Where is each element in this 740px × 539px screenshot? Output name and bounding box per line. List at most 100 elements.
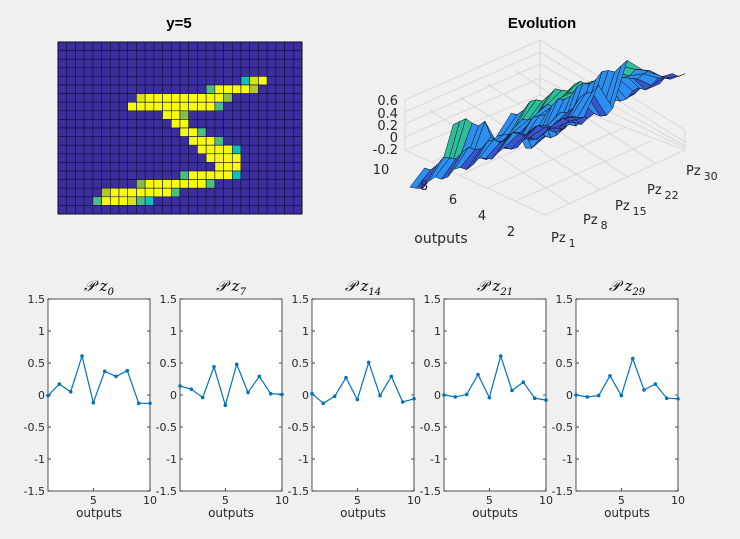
- heatmap-cell: [136, 153, 146, 163]
- heatmap-cell: [144, 127, 155, 137]
- heatmap-cell: [179, 67, 190, 77]
- heatmap-cell: [66, 170, 76, 180]
- heatmap-cell: [101, 205, 111, 215]
- heatmap-cell: [205, 58, 216, 69]
- heatmap-cell: [153, 93, 163, 103]
- heatmap-cell: [118, 110, 129, 120]
- heatmap-cell: [275, 187, 285, 198]
- line-plot-y-tick: -1.5: [552, 485, 573, 498]
- heatmap-cell: [284, 179, 294, 189]
- heatmap-cell: [66, 93, 76, 103]
- line-point: [642, 388, 646, 392]
- line-plot-y-tick: -0.5: [24, 421, 45, 434]
- heatmap-frame: [57, 41, 303, 215]
- heatmap-cell: [240, 205, 251, 215]
- heatmap-cell: [170, 153, 181, 163]
- line-plot-2: 𝒫 z7 1.5 1 0.5 0 -0.5 -1 -1.5 5 10 outputs: [156, 277, 289, 520]
- surface-grid-line: [404, 94, 541, 151]
- heatmap-cell: [136, 58, 146, 69]
- heatmap-cell: [170, 162, 181, 172]
- heatmap-cell: [144, 196, 155, 206]
- heatmap-cell: [83, 101, 94, 112]
- heatmap-cell: [57, 50, 68, 60]
- heatmap-cell: [231, 110, 242, 120]
- heatmap-cell: [109, 101, 120, 112]
- heatmap-cell: [266, 179, 277, 189]
- heatmap-cell: [136, 205, 146, 215]
- heatmap-cell: [179, 205, 190, 215]
- heatmap-cell: [75, 50, 85, 60]
- heatmap-cell: [101, 179, 111, 189]
- heatmap-cell: [109, 162, 120, 172]
- heatmap-cell: [83, 196, 94, 206]
- line-plot-title: 𝒫 z29: [609, 277, 646, 298]
- line-plot-y-tick: -1: [430, 453, 441, 466]
- line-plot-3: 𝒫 z14 1.5 1 0.5 0 -0.5 -1 -1.5 5 10 outputs: [288, 277, 421, 520]
- heatmap-cell: [83, 205, 94, 215]
- heatmap-cell: [266, 76, 277, 86]
- heatmap-cell: [179, 127, 190, 137]
- heatmap-cell: [92, 144, 102, 155]
- line-point: [574, 393, 578, 397]
- heatmap-cell: [197, 170, 207, 180]
- heatmap-cell: [258, 144, 268, 155]
- heatmap-cell: [83, 110, 94, 120]
- line-point: [91, 400, 96, 405]
- heatmap-cell: [162, 162, 172, 172]
- surface-grid-line: [404, 51, 541, 113]
- heatmap-cell: [275, 58, 285, 69]
- line-plot-x-tick: 5: [354, 494, 361, 507]
- heatmap-cell: [258, 136, 268, 146]
- heatmap-cell: [118, 162, 129, 172]
- heatmap-cell: [284, 67, 294, 77]
- line-plot-y-tick: 1: [38, 325, 45, 338]
- heatmap-cell: [101, 41, 111, 51]
- heatmap-cell: [136, 144, 146, 155]
- heatmap-cell: [231, 50, 242, 60]
- heatmap-cell: [275, 162, 285, 172]
- heatmap-cell: [258, 76, 268, 86]
- heatmap-cell: [188, 41, 198, 51]
- heatmap-cell: [83, 187, 94, 198]
- heatmap-cell: [214, 50, 224, 60]
- heatmap-cell: [170, 179, 181, 189]
- surface-grid-line: [544, 149, 686, 216]
- heatmap-cell: [162, 67, 172, 77]
- heatmap-cell: [284, 144, 294, 155]
- heatmap-cell: [153, 84, 163, 94]
- heatmap-cell: [109, 50, 120, 60]
- heatmap-cell: [153, 41, 163, 51]
- line-point: [400, 400, 405, 404]
- line-point: [189, 387, 194, 392]
- heatmap-cell: [118, 76, 129, 86]
- heatmap-cell: [66, 153, 76, 163]
- heatmap-cell: [75, 196, 85, 206]
- heatmap-cell: [75, 93, 85, 103]
- heatmap-cell: [75, 205, 85, 215]
- heatmap-cell: [231, 153, 242, 163]
- heatmap-cell: [258, 58, 268, 69]
- heatmap-cell: [205, 101, 216, 112]
- heatmap-cell: [101, 196, 111, 206]
- heatmap-cell: [258, 170, 268, 180]
- line-plot-y-tick: -0.5: [552, 421, 573, 434]
- heatmap-cell: [127, 67, 137, 77]
- heatmap-cell: [170, 84, 181, 94]
- heatmap-cell: [292, 187, 303, 198]
- heatmap-cell: [214, 187, 224, 198]
- surface-z-tick: 0.2: [377, 119, 398, 134]
- heatmap-cell: [231, 58, 242, 69]
- heatmap-cell: [83, 127, 94, 137]
- line-point: [280, 392, 284, 397]
- heatmap-cell: [127, 144, 137, 155]
- heatmap-cell: [136, 84, 146, 94]
- heatmap-cell: [258, 67, 268, 77]
- heatmap-cell: [92, 93, 102, 103]
- heatmap-cell: [223, 50, 233, 60]
- heatmap-cell: [57, 41, 68, 51]
- heatmap-cell: [249, 119, 259, 129]
- heatmap-cell: [188, 93, 198, 103]
- line-plot-x-label: outputs: [208, 506, 254, 520]
- heatmap-cell: [240, 187, 251, 198]
- heatmap-cell: [231, 76, 242, 86]
